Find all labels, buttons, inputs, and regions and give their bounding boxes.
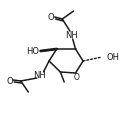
Text: OH: OH bbox=[107, 53, 120, 62]
Text: O: O bbox=[48, 13, 54, 22]
Text: O: O bbox=[74, 73, 79, 82]
Text: NH: NH bbox=[65, 31, 78, 40]
Text: HO: HO bbox=[26, 47, 40, 56]
Text: NH: NH bbox=[33, 70, 46, 79]
Text: O: O bbox=[6, 76, 13, 85]
